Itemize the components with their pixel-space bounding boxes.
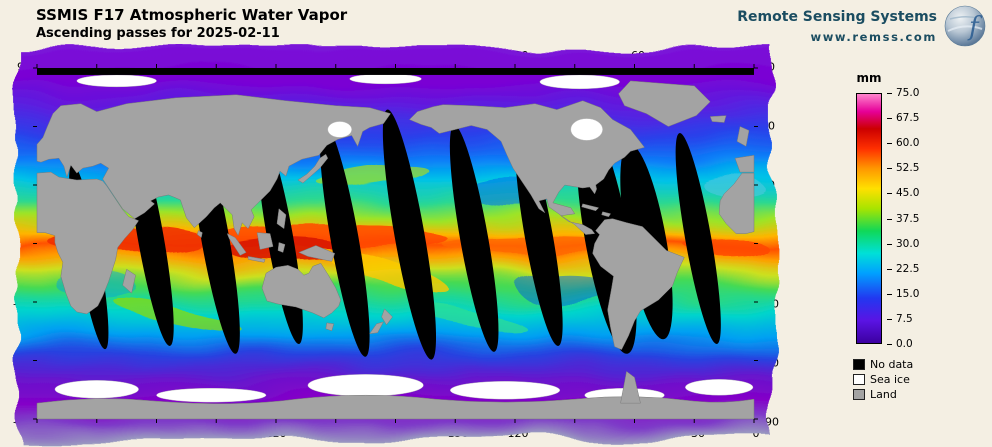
legend-label: Land xyxy=(870,388,897,401)
map-legend: No data Sea ice Land xyxy=(853,357,913,402)
water-vapor-map xyxy=(17,48,774,439)
colorbar-tick-label: 67.5 xyxy=(886,112,920,125)
landmasses xyxy=(36,80,755,350)
colorbar-gradient xyxy=(856,93,882,344)
legend-label: Sea ice xyxy=(870,373,910,386)
colorbar-tick-label: 15.0 xyxy=(886,287,920,300)
legend-item-no-data: No data xyxy=(853,357,913,372)
logo-text-block: Remote Sensing Systems www.remss.com xyxy=(737,5,937,44)
antarctica-land xyxy=(36,370,755,420)
legend-label: No data xyxy=(870,358,914,371)
colorbar-tick-label: 75.0 xyxy=(886,87,920,99)
globe-logo-icon: f xyxy=(944,5,986,47)
axis-ticks xyxy=(33,64,758,423)
legend-item-land: Land xyxy=(853,387,913,402)
colorbar-tick-label: 45.0 xyxy=(886,187,920,200)
logo-website-url[interactable]: www.remss.com xyxy=(810,30,937,44)
colorbar-tick-label: 7.5 xyxy=(887,312,913,325)
sea-ice-patches xyxy=(54,73,754,403)
colorbar-tick-label: 0.0 xyxy=(887,338,913,350)
colorbar-tick-label: 37.5 xyxy=(886,212,920,225)
no-data-swatch-icon xyxy=(853,359,865,370)
colorbar-tick-label: 30.0 xyxy=(886,237,920,250)
sea-ice-swatch-icon xyxy=(853,374,865,385)
colorbar-tick-label: 52.5 xyxy=(886,162,920,175)
map-canvas xyxy=(17,48,774,439)
north-polar-no-data-band xyxy=(37,68,754,75)
page-subtitle: Ascending passes for 2025-02-11 xyxy=(36,26,280,41)
colorbar-tick-label: 60.0 xyxy=(886,137,920,150)
legend-item-sea-ice: Sea ice xyxy=(853,372,913,387)
colorbar-tick-label: 22.5 xyxy=(886,262,920,275)
page-title: SSMIS F17 Atmospheric Water Vapor xyxy=(36,6,348,24)
land-swatch-icon xyxy=(853,389,865,400)
logo-company-name: Remote Sensing Systems xyxy=(737,9,937,25)
colorbar-unit-label: mm xyxy=(856,71,882,85)
colorbar-tick-labels: 75.0 67.5 60.0 52.5 45.0 37.5 30.0 22.5 … xyxy=(886,87,934,350)
remss-logo[interactable]: Remote Sensing Systems www.remss.com f xyxy=(737,5,986,47)
